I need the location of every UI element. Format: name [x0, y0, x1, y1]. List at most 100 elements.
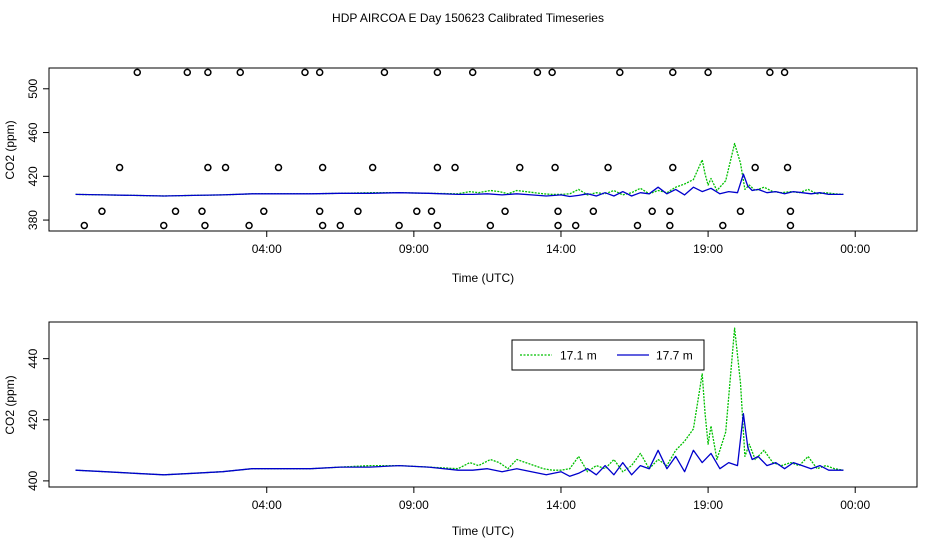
calibration-point	[669, 163, 677, 172]
calibration-point	[451, 163, 459, 172]
bottom-series-line-17-1-m	[75, 327, 844, 476]
top-y-axis: 380 420 460 500	[26, 78, 49, 230]
calibration-point	[115, 163, 124, 172]
calibration-point	[669, 68, 677, 77]
bottom-x-axis-label: Time (UTC)	[452, 524, 514, 538]
top-y-tick-label: 420	[26, 166, 40, 186]
calibration-point	[395, 221, 403, 230]
top-x-axis-label: Time (UTC)	[452, 271, 514, 285]
top-plot-frame	[48, 67, 918, 232]
legend-label-17-1m: 17.1 m	[560, 349, 597, 363]
calibration-point	[318, 163, 327, 172]
top-x-tick-label: 04:00	[252, 242, 282, 256]
calibration-point	[427, 207, 436, 216]
calibration-point	[183, 68, 192, 77]
bottom-y-axis: 400 420 440	[26, 348, 49, 491]
calibration-point	[736, 207, 745, 216]
bottom-x-tick-label: 09:00	[399, 498, 429, 512]
calibration-point	[380, 68, 389, 77]
legend-box	[511, 339, 705, 371]
calibration-point	[786, 207, 795, 216]
top-x-axis: 04:00 09:00 14:00 19:00 00:00	[252, 231, 871, 256]
calibration-point	[486, 221, 495, 230]
legend: 17.1 m 17.7 m	[511, 339, 705, 371]
top-x-tick-label: 00:00	[840, 242, 870, 256]
calibration-point	[204, 163, 212, 172]
calibration-point	[604, 163, 612, 172]
bottom-plot-frame	[48, 321, 918, 488]
calibration-point	[501, 207, 509, 216]
calibration-point	[468, 68, 477, 77]
bottom-x-tick-label: 19:00	[693, 498, 723, 512]
bottom-y-tick-label: 400	[26, 471, 40, 491]
calibration-point	[274, 163, 283, 172]
calibration-point	[783, 163, 792, 172]
top-y-tick-label: 500	[26, 78, 40, 98]
calibration-point	[516, 163, 524, 172]
calibration-point	[133, 68, 142, 77]
calibration-point	[368, 163, 377, 172]
calibration-point	[198, 207, 206, 216]
calibration-point	[160, 221, 168, 230]
top-series-line-17-7-m	[75, 173, 844, 198]
bottom-y-tick-label: 420	[26, 409, 40, 429]
calibration-point	[318, 221, 327, 230]
top-panel: 04:00 09:00 14:00 19:00 00:00 380 420 460 500 T…	[3, 67, 918, 285]
calibration-point	[245, 221, 253, 230]
legend-label-17-7m: 17.7 m	[656, 349, 693, 363]
calibration-point	[236, 68, 245, 77]
calibration-point	[171, 207, 180, 216]
calibration-point	[666, 221, 674, 230]
calibration-point	[616, 68, 624, 77]
calibration-point	[433, 221, 442, 230]
calibration-point	[336, 221, 345, 230]
top-x-tick-label: 09:00	[399, 242, 429, 256]
bottom-x-axis: 04:00 09:00 14:00 19:00 00:00	[252, 487, 871, 512]
calibration-point	[260, 207, 268, 216]
calibration-point	[315, 207, 324, 216]
calibration-point	[201, 221, 209, 230]
calibration-point	[766, 68, 774, 77]
calibration-point	[751, 163, 759, 172]
top-y-axis-label: CO2 (ppm)	[3, 120, 17, 179]
calibration-point	[666, 207, 674, 216]
calibration-point	[204, 68, 212, 77]
bottom-y-axis-label: CO2 (ppm)	[3, 375, 17, 434]
calibration-point	[533, 68, 542, 77]
calibration-point	[554, 221, 562, 230]
calibration-point	[633, 221, 642, 230]
calibration-point	[548, 68, 556, 77]
calibration-point	[433, 163, 442, 172]
top-y-tick-label: 380	[26, 210, 40, 230]
chart-title: HDP AIRCOA E Day 150623 Calibrated Times…	[332, 11, 604, 25]
calibration-point	[780, 68, 789, 77]
bottom-x-tick-label: 14:00	[546, 498, 576, 512]
calibration-point	[413, 207, 421, 216]
calibration-point	[786, 221, 795, 230]
top-x-tick-label: 14:00	[546, 242, 576, 256]
bottom-x-tick-label: 00:00	[840, 498, 870, 512]
top-x-tick-label: 19:00	[693, 242, 723, 256]
top-series-line-17-1-m	[75, 142, 844, 197]
top-y-tick-label: 460	[26, 122, 40, 142]
calibration-point	[704, 68, 712, 77]
calibration-point	[354, 207, 362, 216]
calibration-points	[80, 68, 795, 230]
calibration-point	[315, 68, 324, 77]
calibration-point	[554, 207, 562, 216]
calibration-point	[551, 163, 559, 172]
bottom-panel: 04:00 09:00 14:00 19:00 00:00 400 420 440 Time…	[3, 321, 918, 538]
calibration-point	[719, 221, 727, 230]
calibration-point	[80, 221, 89, 230]
bottom-series-lines	[75, 327, 844, 477]
calibration-point	[589, 207, 598, 216]
bottom-x-tick-label: 04:00	[252, 498, 282, 512]
calibration-point	[648, 207, 656, 216]
calibration-point	[433, 68, 442, 77]
calibration-point	[98, 207, 106, 216]
bottom-series-line-17-7-m	[75, 413, 844, 477]
bottom-y-tick-label: 440	[26, 348, 40, 368]
calibration-point	[571, 221, 580, 230]
calibration-point	[221, 163, 230, 172]
